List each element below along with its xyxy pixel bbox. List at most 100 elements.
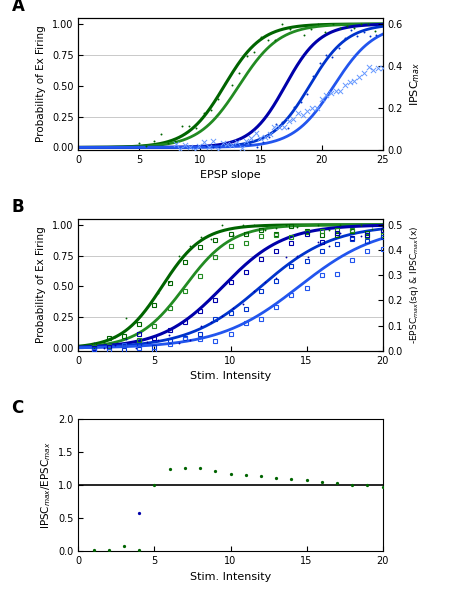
Point	[290, 114, 297, 124]
Point	[329, 19, 336, 28]
Point	[182, 141, 189, 150]
Point	[379, 63, 386, 73]
Point	[337, 87, 344, 96]
Point	[257, 471, 265, 481]
Point	[293, 222, 301, 232]
Point	[327, 88, 335, 98]
Point	[100, 343, 108, 353]
Point	[372, 25, 379, 35]
Point	[122, 314, 130, 323]
Point	[212, 466, 219, 476]
Point	[143, 302, 151, 311]
Point	[242, 136, 250, 146]
Point	[250, 47, 257, 56]
Point	[196, 464, 204, 473]
Point	[293, 251, 301, 260]
Point	[379, 19, 386, 28]
Point	[322, 27, 329, 36]
Point	[164, 138, 171, 148]
Point	[316, 58, 323, 68]
Point	[154, 336, 161, 345]
Point	[318, 94, 325, 103]
Point	[229, 80, 236, 90]
Point	[261, 277, 269, 286]
Point	[221, 78, 229, 88]
Text: A: A	[12, 0, 24, 15]
Point	[154, 288, 161, 298]
Point	[181, 463, 189, 473]
Point	[318, 477, 325, 487]
Point	[252, 128, 260, 138]
Point	[336, 23, 343, 33]
Point	[90, 338, 97, 347]
Point	[209, 143, 216, 152]
Point	[288, 474, 295, 483]
Point	[186, 241, 194, 251]
Point	[332, 86, 339, 95]
Y-axis label: Probability of Ex Firing: Probability of Ex Firing	[36, 25, 46, 142]
Point	[379, 483, 386, 492]
Point	[313, 103, 320, 112]
Point	[341, 81, 349, 90]
Point	[200, 109, 207, 118]
Point	[257, 33, 265, 42]
Point	[266, 129, 273, 138]
Point	[111, 332, 118, 342]
Point	[195, 142, 203, 151]
Point	[214, 145, 222, 155]
Point	[172, 140, 179, 149]
Point	[304, 106, 311, 116]
Point	[368, 221, 376, 230]
Point	[303, 476, 310, 485]
Point	[271, 122, 278, 132]
Point	[286, 24, 293, 34]
Point	[236, 68, 243, 78]
Point	[250, 286, 258, 296]
Point	[207, 234, 215, 244]
Point	[229, 140, 236, 149]
Point	[285, 116, 292, 125]
Point	[228, 136, 235, 146]
Point	[136, 138, 143, 148]
Point	[240, 299, 247, 309]
Point	[176, 338, 183, 347]
Point	[325, 225, 333, 235]
Y-axis label: IPSC$_{max}$/EPSC$_{max}$: IPSC$_{max}$/EPSC$_{max}$	[39, 442, 53, 529]
Point	[247, 133, 254, 143]
Point	[260, 138, 267, 147]
Point	[157, 129, 165, 139]
Point	[178, 121, 186, 130]
Point	[307, 24, 315, 33]
Point	[205, 142, 213, 152]
Point	[250, 220, 258, 229]
Point	[308, 103, 316, 112]
Point	[379, 19, 386, 28]
Point	[176, 251, 183, 261]
Point	[360, 68, 367, 78]
Point	[333, 479, 341, 488]
Point	[229, 231, 236, 240]
Point	[350, 23, 358, 33]
Point	[120, 541, 128, 551]
Point	[210, 136, 217, 146]
Point	[247, 139, 254, 149]
Point	[303, 90, 311, 99]
X-axis label: Stim. Intensity: Stim. Intensity	[190, 572, 271, 582]
Point	[335, 43, 342, 52]
Point	[348, 25, 355, 35]
Point	[238, 143, 245, 152]
Point	[354, 31, 361, 40]
Point	[219, 220, 226, 229]
Point	[366, 31, 374, 40]
Point	[299, 110, 307, 120]
Point	[171, 136, 179, 145]
Point	[322, 50, 330, 59]
Point	[240, 220, 247, 229]
Point	[166, 464, 173, 474]
Point	[197, 232, 204, 241]
Point	[272, 224, 279, 233]
Point	[325, 241, 333, 251]
Point	[265, 36, 272, 45]
Point	[266, 133, 273, 142]
Point	[122, 334, 130, 343]
